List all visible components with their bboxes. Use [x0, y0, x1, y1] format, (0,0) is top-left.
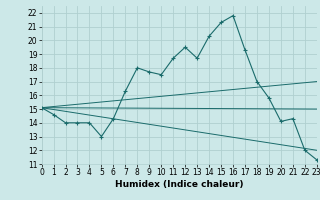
X-axis label: Humidex (Indice chaleur): Humidex (Indice chaleur): [115, 180, 244, 189]
